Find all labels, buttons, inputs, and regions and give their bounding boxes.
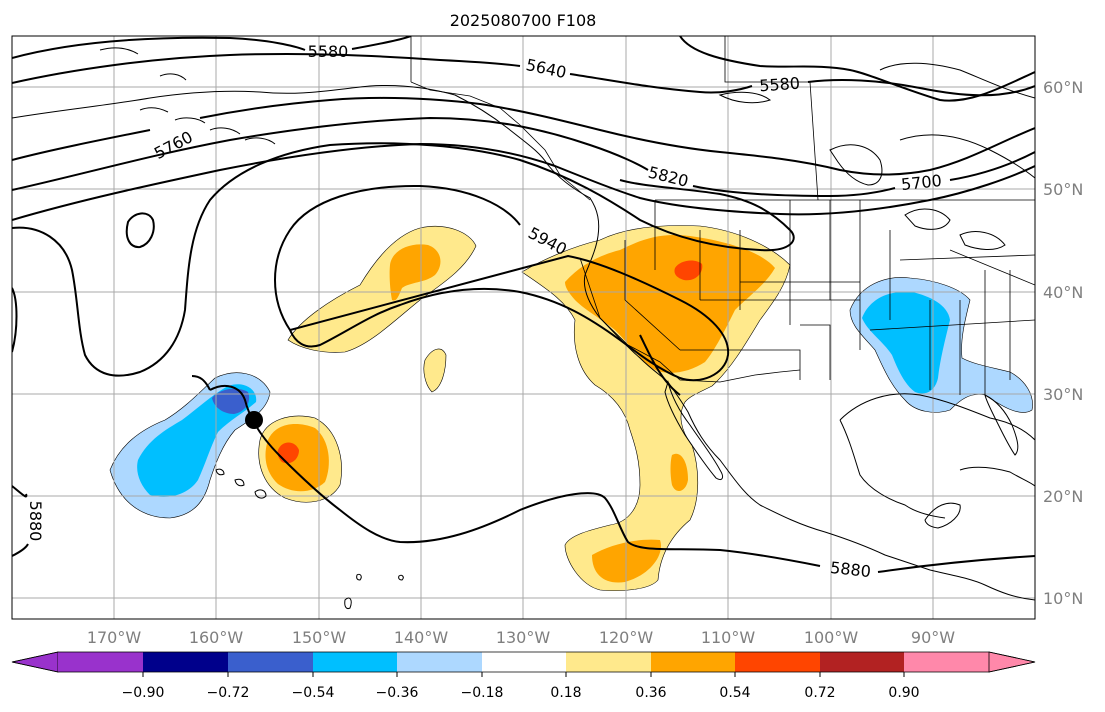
southeast-negative-anomaly xyxy=(849,277,1033,413)
colorbar-tick-label: 0.90 xyxy=(888,685,919,701)
lat-label: 50°N xyxy=(1043,180,1083,199)
height-contours xyxy=(12,36,1035,573)
colorbar-tick-label: −0.18 xyxy=(461,685,504,701)
colorbar-segment xyxy=(988,651,1036,673)
lon-label: 120°W xyxy=(599,628,654,647)
map-border xyxy=(11,35,1036,620)
lon-label: 170°W xyxy=(87,628,142,647)
latitude-labels: 60°N 50°N 40°N 30°N 20°N 10°N xyxy=(1043,78,1083,608)
colorbar-segment xyxy=(482,652,566,672)
colorbar-tick-label: 0.18 xyxy=(550,685,581,701)
lon-label: 100°W xyxy=(804,628,859,647)
colorbar-tick-label: 0.36 xyxy=(635,685,666,701)
colorbar-tick-label: −0.36 xyxy=(376,685,419,701)
colorbar-segment xyxy=(143,652,228,672)
lon-label: 90°W xyxy=(911,628,955,647)
contour-label: 5880 xyxy=(829,558,871,581)
map-title: 2025080700 F108 xyxy=(450,11,597,30)
colorbar-tick-label: 0.54 xyxy=(719,685,750,701)
contour-label: 5580 xyxy=(308,42,349,61)
colorbar-ticks: −0.90 −0.72 −0.54 −0.36 −0.18 0.18 0.36 … xyxy=(122,672,920,701)
colorbar-tick-label: −0.54 xyxy=(292,685,335,701)
colorbar-segment xyxy=(397,652,482,672)
lat-label: 60°N xyxy=(1043,78,1083,97)
colorbar-segment xyxy=(904,652,989,672)
colorbar-tick-label: −0.90 xyxy=(122,685,165,701)
lon-label: 130°W xyxy=(496,628,551,647)
longitude-labels: 170°W 160°W 150°W 140°W 130°W 120°W 110°… xyxy=(87,628,955,647)
positive-anomaly-medium xyxy=(389,234,775,583)
colorbar-segment xyxy=(58,652,143,672)
lon-label: 140°W xyxy=(394,628,449,647)
colorbar-segment xyxy=(651,652,735,672)
colorbar-tick-label: −0.72 xyxy=(207,685,250,701)
vortex-positive-anomaly xyxy=(258,415,342,503)
lon-label: 110°W xyxy=(701,628,756,647)
colorbar-tick-label: 0.72 xyxy=(804,685,835,701)
storm-center-marker xyxy=(245,411,263,429)
colorbar-segment xyxy=(820,652,904,672)
colorbar-segment xyxy=(228,652,313,672)
colorbar-segment xyxy=(313,652,397,672)
colorbar-segment xyxy=(566,652,651,672)
vortex-negative-anomaly xyxy=(109,372,271,519)
graticule xyxy=(12,36,1035,619)
lon-label: 150°W xyxy=(292,628,347,647)
lat-label: 30°N xyxy=(1043,385,1083,404)
colorbar-outline xyxy=(11,651,1036,673)
lat-label: 10°N xyxy=(1043,589,1083,608)
positive-anomaly-strong xyxy=(674,260,703,281)
colorbar-segment xyxy=(11,651,59,673)
contour-label: 5880 xyxy=(26,501,45,542)
lon-label: 160°W xyxy=(189,628,244,647)
colorbar-segment xyxy=(735,652,820,672)
contour-label: 5580 xyxy=(759,74,801,96)
contour-label: 5700 xyxy=(900,171,942,194)
map-panel xyxy=(12,36,1035,619)
lat-label: 20°N xyxy=(1043,487,1083,506)
colorbar xyxy=(11,651,1036,673)
lat-label: 40°N xyxy=(1043,283,1083,302)
